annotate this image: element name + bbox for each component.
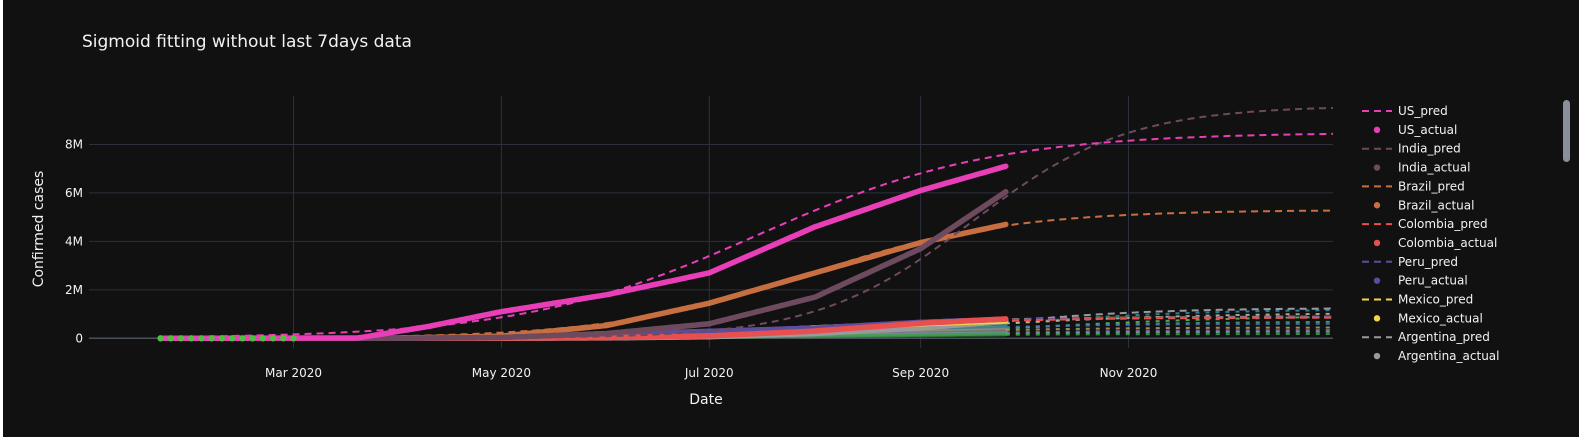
legend-label: Peru_pred: [1398, 255, 1458, 269]
x-axis-title: Date: [689, 392, 722, 408]
legend-label: Argentina_actual: [1398, 349, 1499, 363]
early-marker: [228, 335, 236, 342]
y-axis-title: Confirmed cases: [31, 171, 47, 288]
legend: US_pred US_actual India_pred India_actual Br…: [1362, 104, 1499, 363]
y-tick-label: 2M: [65, 283, 83, 297]
y-axis-ticks: 0 2M 4M 6M 8M: [65, 137, 83, 345]
legend-marker-swatch: [1373, 315, 1381, 322]
y-tick-label: 0: [75, 331, 83, 345]
legend-item-mexico-actual[interactable]: Mexico_actual: [1373, 311, 1483, 325]
series-layer: [157, 106, 1333, 342]
legend-marker-swatch: [1373, 164, 1381, 171]
background-pred-line: [1005, 309, 1333, 325]
grid: [89, 96, 1333, 348]
early-marker: [259, 335, 267, 342]
legend-item-peru-actual[interactable]: Peru_actual: [1373, 274, 1468, 288]
x-tick-label: Jul 2020: [684, 366, 734, 380]
legend-item-us-actual[interactable]: US_actual: [1373, 123, 1458, 137]
background-pred-line: [1005, 329, 1333, 334]
early-marker: [218, 335, 226, 342]
legend-label: Colombia_actual: [1398, 236, 1497, 250]
legend-item-argentina-actual[interactable]: Argentina_actual: [1373, 349, 1500, 363]
legend-label: Brazil_actual: [1398, 198, 1474, 212]
legend-item-argentina-pred[interactable]: Argentina_pred: [1362, 330, 1490, 344]
x-tick-label: Nov 2020: [1100, 366, 1158, 380]
background-pred-line: [1005, 322, 1333, 328]
early-marker: [188, 335, 195, 342]
background-pred-line: [1005, 330, 1333, 335]
x-tick-label: Mar 2020: [265, 366, 322, 380]
legend-label: Mexico_actual: [1398, 311, 1483, 325]
early-marker: [239, 335, 246, 342]
legend-item-brazil-pred[interactable]: Brazil_pred: [1362, 179, 1465, 193]
legend-label: US_pred: [1398, 104, 1448, 118]
x-axis-ticks: Mar 2020 May 2020 Jul 2020 Sep 2020 Nov 2020: [265, 366, 1157, 380]
india-actual-markers: [157, 188, 1009, 342]
legend-item-us-pred[interactable]: US_pred: [1362, 104, 1448, 118]
legend-item-brazil-actual[interactable]: Brazil_actual: [1373, 198, 1475, 212]
x-tick-label: May 2020: [472, 366, 531, 380]
legend-label: India_pred: [1398, 142, 1461, 156]
background-pred-line: [1005, 326, 1333, 332]
legend-item-colombia-actual[interactable]: Colombia_actual: [1373, 236, 1498, 250]
y-tick-label: 4M: [65, 234, 83, 248]
chart-container: Sigmoid fitting without last 7days data …: [3, 0, 1579, 437]
early-marker: [290, 335, 297, 342]
legend-label: Brazil_pred: [1398, 179, 1465, 193]
legend-item-india-pred[interactable]: India_pred: [1362, 142, 1461, 156]
early-marker: [167, 335, 174, 342]
legend-item-colombia-pred[interactable]: Colombia_pred: [1362, 217, 1488, 231]
us-actual-markers: [157, 163, 1009, 342]
legend-item-mexico-pred[interactable]: Mexico_pred: [1362, 293, 1473, 307]
early-marker: [198, 335, 205, 342]
y-tick-label: 6M: [65, 186, 83, 200]
legend-label: Peru_actual: [1398, 274, 1468, 288]
legend-label: Argentina_pred: [1398, 330, 1490, 344]
chart-title: Sigmoid fitting without last 7days data: [82, 32, 412, 52]
legend-label: India_actual: [1398, 161, 1470, 175]
early-marker: [177, 335, 185, 342]
y-tick-label: 8M: [65, 137, 83, 151]
early-marker: [157, 335, 164, 342]
legend-marker-swatch: [1373, 352, 1381, 360]
legend-label: Mexico_pred: [1398, 293, 1473, 307]
legend-marker-swatch: [1373, 202, 1381, 209]
legend-scrollbar[interactable]: [1563, 100, 1570, 162]
legend-item-peru-pred[interactable]: Peru_pred: [1362, 255, 1458, 269]
early-marker: [280, 335, 287, 342]
early-marker: [208, 335, 215, 342]
legend-marker-swatch: [1373, 277, 1381, 284]
us-pred-line: [160, 132, 1333, 338]
india-pred-line: [160, 106, 1333, 340]
early-marker: [249, 335, 256, 342]
plot-area: [157, 106, 1333, 342]
early-marker: [269, 335, 277, 342]
chart: Sigmoid fitting without last 7days data …: [31, 32, 1499, 408]
background-pred-line: [1005, 333, 1333, 336]
legend-marker-swatch: [1373, 126, 1381, 134]
legend-marker-swatch: [1373, 239, 1381, 247]
x-tick-label: Sep 2020: [892, 366, 949, 380]
legend-item-india-actual[interactable]: India_actual: [1373, 161, 1471, 175]
legend-label: US_actual: [1398, 123, 1457, 137]
legend-label: Colombia_pred: [1398, 217, 1488, 231]
